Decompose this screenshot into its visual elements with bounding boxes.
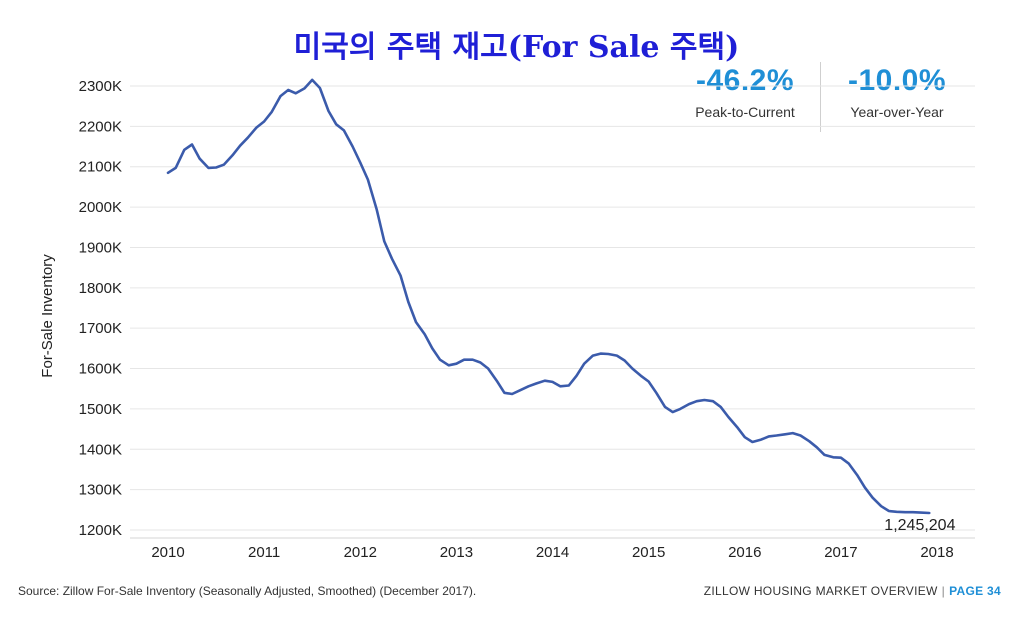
y-tick-label: 1700K [79,320,122,337]
y-axis-label: For-Sale Inventory [39,254,56,378]
footer-separator: | [941,584,946,598]
data-label: 1,245,204 [884,517,955,534]
page-number: PAGE 34 [949,584,1001,598]
y-tick-label: 2200K [79,118,122,135]
source-note: Source: Zillow For-Sale Inventory (Seaso… [18,584,477,598]
series-line [166,78,931,515]
y-tick-label: 1800K [79,280,122,297]
stat-peak-to-current: -46.2% Peak-to-Current [680,64,810,120]
stat-label: Peak-to-Current [695,104,795,120]
x-tick-label: 2016 [728,544,761,561]
y-tick-label: 2100K [79,159,122,176]
y-tick-label: 1400K [79,441,122,458]
y-tick-label: 2300K [79,78,122,95]
x-tick-label: 2015 [632,544,665,561]
page-title: 미국의 주택 재고(For Sale 주택) [293,30,740,65]
stat-divider [820,62,821,132]
report-footer: ZILLOW HOUSING MARKET OVERVIEW | PAGE 34 [704,584,1001,598]
y-tick-label: 1200K [79,522,122,539]
x-tick-label: 2012 [344,544,377,561]
y-tick-label: 1500K [79,401,122,418]
x-tick-label: 2011 [248,544,280,561]
stat-year-over-year: -10.0% Year-over-Year [832,64,962,120]
x-tick-label: 2010 [151,544,184,561]
x-tick-label: 2018 [920,544,953,561]
x-tick-label: 2017 [824,544,857,561]
y-tick-label: 1300K [79,482,122,499]
y-tick-label: 1600K [79,361,122,378]
stat-value: -10.0% [847,64,947,97]
stat-label: Year-over-Year [850,104,944,120]
stat-value: -46.2% [695,64,795,97]
x-tick-label: 2014 [536,544,569,561]
y-tick-label: 2000K [79,199,122,216]
y-tick-label: 1900K [79,239,122,256]
report-name: ZILLOW HOUSING MARKET OVERVIEW [703,584,938,598]
x-tick-label: 2013 [440,544,473,561]
